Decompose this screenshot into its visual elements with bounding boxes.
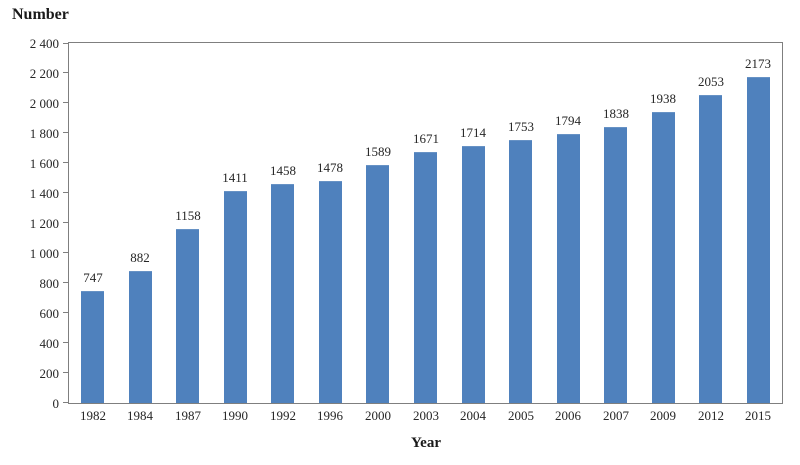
x-tick-label: 1992 — [270, 408, 296, 423]
x-tick-label: 1984 — [127, 408, 153, 423]
y-tick-mark — [63, 132, 68, 133]
y-tick-label: 0 — [52, 395, 60, 411]
bar-2015 — [747, 77, 770, 403]
x-tick-label: 2000 — [365, 408, 391, 423]
bar-value-label: 1938 — [650, 91, 676, 106]
x-tick-label: 1982 — [80, 408, 106, 423]
bar-2003 — [414, 152, 437, 403]
x-tick-label: 1987 — [175, 408, 201, 423]
bar-value-label: 2173 — [745, 56, 771, 71]
y-tick-mark — [63, 43, 68, 44]
y-tick-mark — [63, 312, 68, 313]
x-tick-label: 2012 — [698, 408, 724, 423]
bar-value-label: 1838 — [603, 106, 629, 121]
x-tick-label: 1996 — [317, 408, 343, 423]
y-tick-label: 1 000 — [29, 245, 59, 261]
x-axis-title: Year — [411, 435, 441, 451]
y-tick-mark — [63, 192, 68, 193]
bar-2000 — [366, 165, 389, 403]
x-tick-label: 2004 — [460, 408, 486, 423]
y-tick-label: 1 600 — [29, 155, 59, 171]
x-tick-label: 2006 — [555, 408, 581, 423]
bar-2012 — [699, 95, 722, 403]
y-axis-title: Number — [12, 6, 69, 23]
y-tick-label: 1 800 — [29, 125, 59, 141]
y-axis: 0 200 400 600 800 1 000 1 200 1 400 1 600 1 800 2 … — [0, 36, 68, 411]
y-tick-mark — [63, 252, 68, 253]
plot-area: 747 882 1158 1411 1458 1478 1589 1671 1714 1753 17… — [68, 42, 783, 404]
bar-value-label: 1478 — [317, 160, 343, 175]
x-tick-label: 2009 — [650, 408, 676, 423]
x-tick-label: 2015 — [745, 408, 771, 423]
y-tick-mark — [63, 162, 68, 163]
x-tick-label: 2003 — [413, 408, 439, 423]
y-tick-mark — [63, 72, 68, 73]
bar-value-label: 882 — [130, 250, 150, 265]
bar-value-label: 1158 — [175, 208, 201, 223]
y-tick-mark — [63, 102, 68, 103]
y-tick-mark — [63, 282, 68, 283]
y-tick-label: 400 — [39, 335, 60, 351]
y-tick-label: 600 — [39, 305, 60, 321]
bar-value-label: 1794 — [555, 113, 581, 128]
y-tick-mark — [63, 372, 68, 373]
y-tick-label: 200 — [39, 365, 60, 381]
bar-value-label: 747 — [83, 270, 103, 285]
bar-value-label: 1458 — [270, 163, 296, 178]
bar-value-label: 2053 — [698, 74, 724, 89]
bar-value-label: 1714 — [460, 125, 486, 140]
bar-2004 — [462, 146, 485, 403]
y-tick-mark — [63, 222, 68, 223]
bar-1992 — [271, 184, 294, 403]
bar-1990 — [224, 191, 247, 403]
bar-2005 — [509, 140, 532, 403]
bar-value-label: 1753 — [508, 119, 534, 134]
x-tick-label: 2005 — [508, 408, 534, 423]
bar-value-label: 1589 — [365, 144, 391, 159]
x-tick-label: 1990 — [222, 408, 248, 423]
y-tick-mark — [63, 402, 68, 403]
x-tick-label: 2007 — [603, 408, 629, 423]
x-axis: 1982 1984 1987 1990 1992 1996 2000 2003 2004 2005… — [69, 408, 782, 424]
bar-2007 — [604, 127, 627, 403]
bar-2009 — [652, 112, 675, 403]
y-tick-label: 800 — [39, 275, 60, 291]
bar-2006 — [557, 134, 580, 403]
bar-1984 — [129, 271, 152, 403]
bar-1987 — [176, 229, 199, 403]
bar-1982 — [81, 291, 104, 403]
y-tick-label: 2 000 — [29, 95, 59, 111]
bar-1996 — [319, 181, 342, 403]
bar-value-label: 1671 — [413, 131, 439, 146]
y-tick-label: 1 400 — [29, 185, 59, 201]
y-tick-label: 2 400 — [29, 35, 59, 51]
y-tick-mark — [63, 342, 68, 343]
y-tick-label: 2 200 — [29, 65, 59, 81]
bar-value-label: 1411 — [222, 170, 248, 185]
y-tick-label: 1 200 — [29, 215, 59, 231]
